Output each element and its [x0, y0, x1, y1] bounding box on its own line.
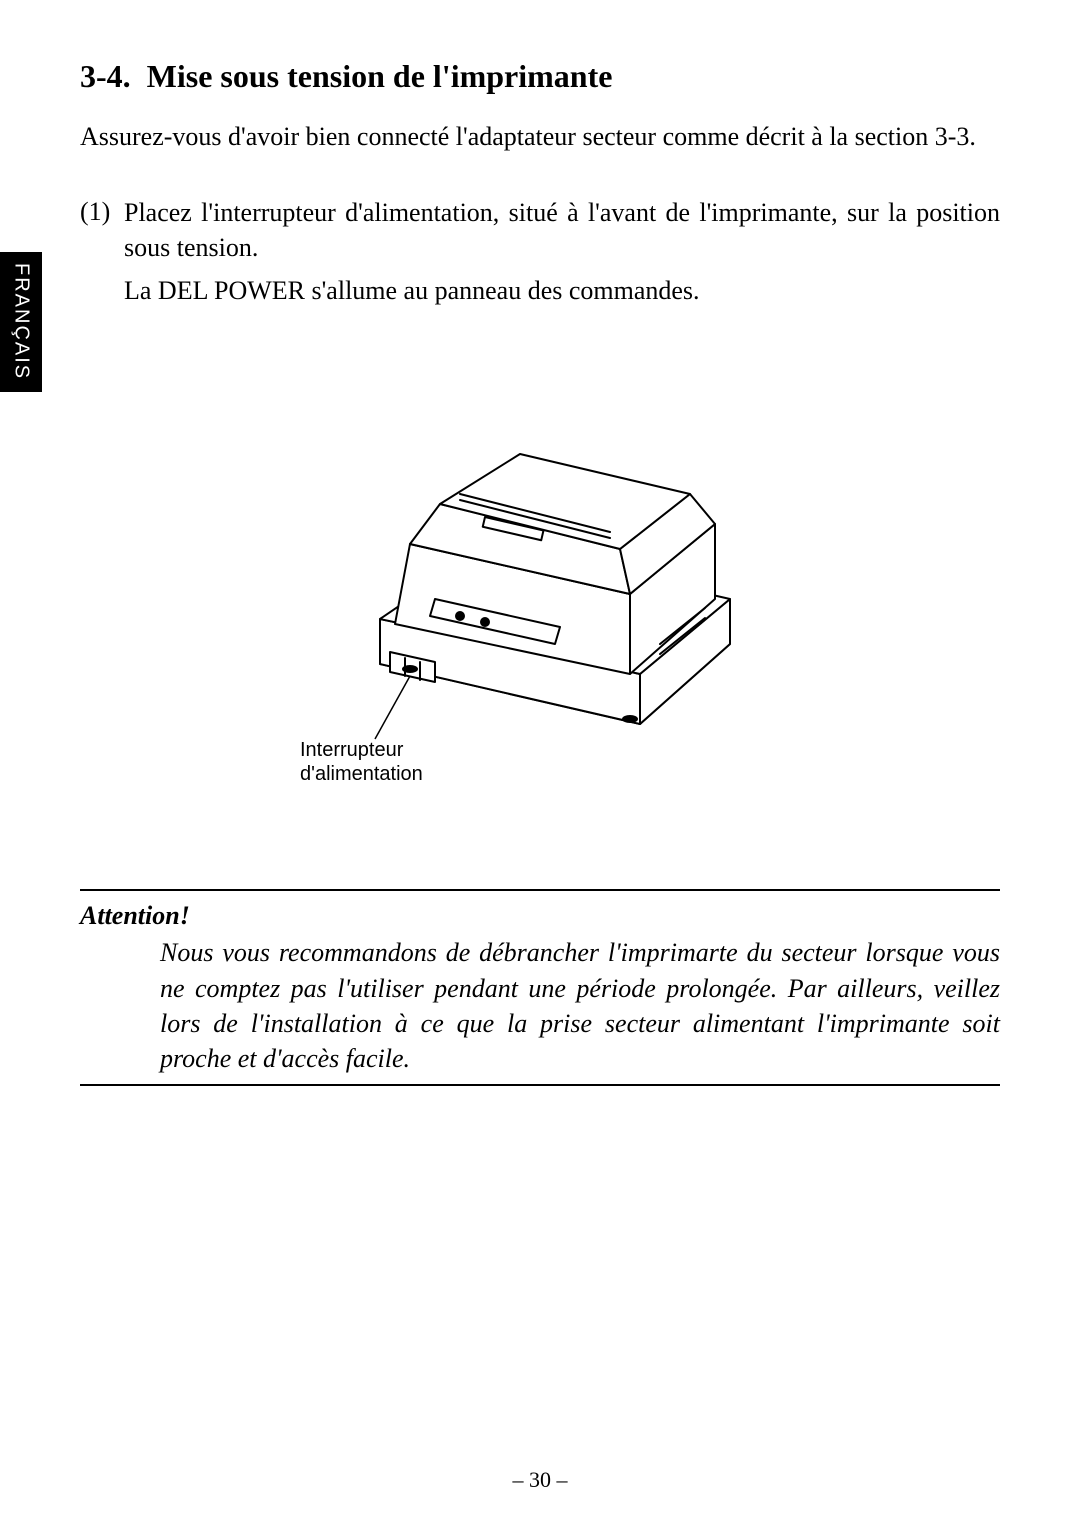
section-number: 3-4.	[80, 58, 131, 94]
printer-figure: Interrupteur d'alimentation	[80, 344, 1000, 799]
step-1: (1) Placez l'interrupteur d'alimentation…	[80, 194, 1000, 265]
attention-title: Attention!	[80, 901, 1000, 931]
document-page: FRANÇAIS 3-4. Mise sous tension de l'imp…	[0, 0, 1080, 1529]
figure-label-line1: Interrupteur	[300, 739, 404, 761]
step-number: (1)	[80, 194, 110, 229]
section-title-text: Mise sous tension de l'imprimante	[147, 58, 613, 94]
intro-paragraph: Assurez-vous d'avoir bien connecté l'ada…	[80, 119, 1000, 154]
step-body-line2: La DEL POWER s'allume au panneau des com…	[80, 273, 1000, 308]
language-side-tab: FRANÇAIS	[0, 252, 42, 392]
printer-illustration: Interrupteur d'alimentation	[260, 344, 820, 794]
section-heading: 3-4. Mise sous tension de l'imprimante	[80, 58, 1000, 95]
language-label: FRANÇAIS	[10, 263, 33, 380]
step-body-line1: Placez l'interrupteur d'alimentation, si…	[80, 195, 1000, 265]
attention-callout: Attention! Nous vous recommandons de déb…	[80, 889, 1000, 1085]
attention-body: Nous vous recommandons de débrancher l'i…	[80, 935, 1000, 1075]
figure-label-line2: d'alimentation	[300, 763, 423, 785]
page-number: – 30 –	[0, 1467, 1080, 1493]
